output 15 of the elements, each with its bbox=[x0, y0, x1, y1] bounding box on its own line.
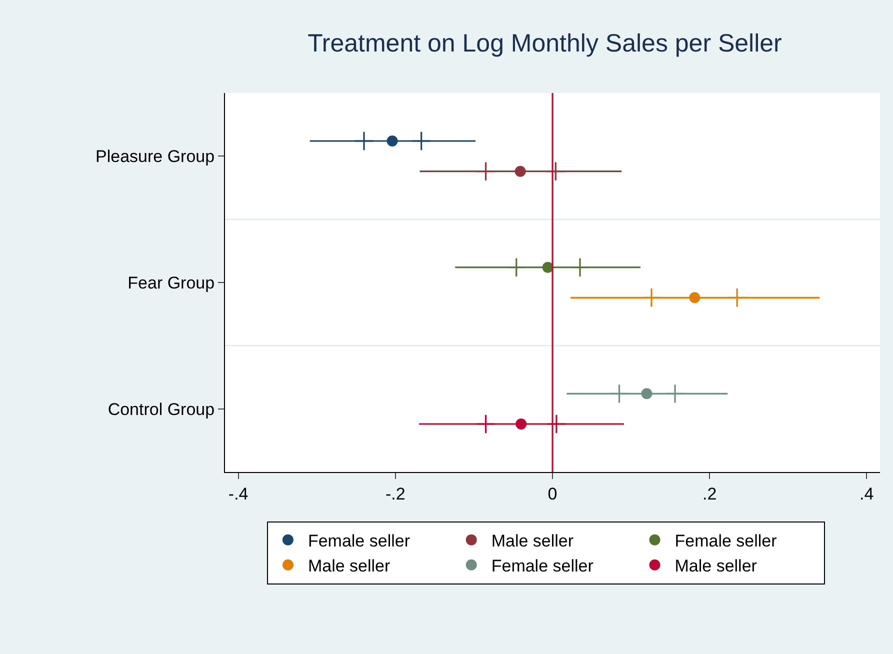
x-tick-label: .2 bbox=[702, 484, 717, 504]
y-tick-label: Control Group bbox=[108, 400, 215, 419]
legend-label: Female seller bbox=[308, 531, 410, 550]
legend-label: Male seller bbox=[308, 556, 390, 576]
y-tick-label: Pleasure Group bbox=[96, 147, 215, 166]
legend-label: Male seller bbox=[674, 556, 758, 576]
y-tick-label: Fear Group bbox=[128, 273, 215, 292]
x-tick-label: .4 bbox=[860, 484, 874, 504]
legend-label: Female seller bbox=[674, 531, 778, 550]
chart-title: Treatment on Log Monthly Sales per Seller bbox=[308, 29, 782, 58]
legend-label: Female seller bbox=[491, 556, 594, 576]
x-tick-label: -.4 bbox=[228, 484, 248, 504]
legend-label: Male seller bbox=[491, 531, 574, 550]
x-tick-label: 0 bbox=[548, 484, 558, 504]
x-tick-label: -.2 bbox=[386, 484, 406, 504]
